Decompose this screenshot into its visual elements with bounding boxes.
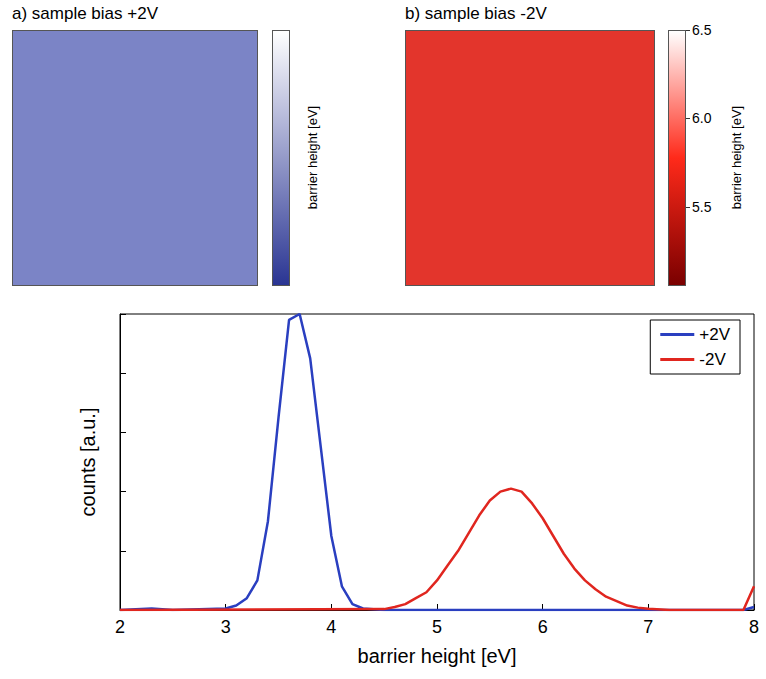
svg-text:8: 8 [749, 617, 759, 637]
svg-text:4: 4 [326, 617, 336, 637]
svg-text:6: 6 [538, 617, 548, 637]
html-text:6.5: 6.5 [692, 22, 712, 38]
svg-text:2: 2 [115, 617, 125, 637]
html-text:barrier height [eV]: barrier height [eV] [304, 105, 320, 210]
svg-text:-2V: -2V [699, 350, 726, 369]
svg-text:counts [a.u.]: counts [a.u.] [77, 408, 99, 517]
html-text:5.5: 5.5 [692, 199, 712, 215]
html-text:6.0: 6.0 [692, 110, 712, 126]
svg-text:+2V: +2V [699, 325, 730, 344]
svg-text:barrier height [eV]: barrier height [eV] [358, 645, 517, 667]
html-text:a) sample bias +2V: a) sample bias +2V [12, 4, 158, 23]
svg-text:5: 5 [432, 617, 442, 637]
html-text:b) sample bias -2V: b) sample bias -2V [405, 4, 547, 23]
svg-text:7: 7 [643, 617, 653, 637]
html-text:barrier height [eV]: barrier height [eV] [728, 105, 744, 210]
svg-text:3: 3 [221, 617, 231, 637]
